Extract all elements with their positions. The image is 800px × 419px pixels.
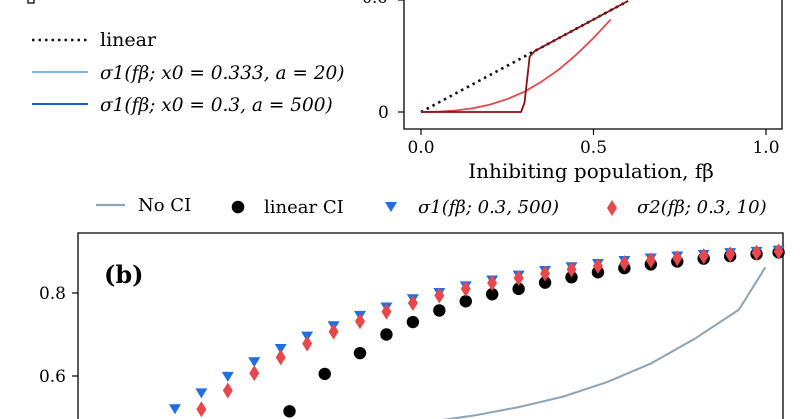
- point-linear-ci: [538, 276, 552, 289]
- panel-a-x-axis-label: Inhibiting population, fβ: [468, 159, 714, 183]
- point-sigma2: [645, 252, 656, 269]
- panel-b: (b) 0.6 0.8: [39, 232, 785, 419]
- legend-label-linear-ci: linear CI: [264, 197, 344, 218]
- point-sigma2: [222, 382, 233, 399]
- point-sigma2: [275, 349, 286, 366]
- point-linear-ci: [433, 304, 446, 317]
- panel-a: linear σ1(fβ; x0 = 0.333, a = 20) σ1(fβ;…: [27, 0, 783, 183]
- panel-a-x-ticks: 0.0 0.5 1.0: [407, 129, 780, 158]
- panel-a-legend: linear σ1(fβ; x0 = 0.333, a = 20) σ1(fβ;…: [32, 29, 345, 116]
- point-linear-ci: [512, 282, 525, 296]
- point-sigma2: [698, 248, 709, 265]
- legend-label-sigma1: σ1(fβ; 0.3, 500): [418, 197, 559, 218]
- point-linear-ci: [406, 315, 420, 329]
- point-sigma2: [249, 365, 260, 382]
- point-sigma2: [513, 270, 524, 287]
- point-linear-ci: [380, 328, 393, 341]
- panel-b-label: (b): [104, 260, 144, 289]
- panel-a-plot-area: [420, 0, 629, 114]
- legend-marker-sigma1: [385, 202, 397, 212]
- panel-a-ytick-label-0: 0: [378, 103, 389, 123]
- point-sigma2: [773, 243, 784, 260]
- point-linear-ci: [318, 367, 331, 381]
- panel-a-xtick-label: 0.0: [407, 138, 434, 158]
- point-sigma2: [592, 258, 603, 275]
- point-sigma2: [540, 265, 551, 282]
- panel-b-plot-area: [168, 243, 785, 419]
- residual-glyph: [27, 0, 35, 4]
- panel-a-ytick-top-partial: 0.6: [362, 0, 387, 7]
- panel-a-xtick-label: 1.0: [752, 138, 779, 158]
- point-sigma2: [196, 401, 207, 418]
- panel-a-line-sigma1_smooth: [420, 18, 612, 113]
- point-linear-ci: [485, 288, 499, 301]
- point-linear-ci: [283, 405, 296, 418]
- panel-b-legend: No CI linear CI σ1(fβ; 0.3, 500) σ2(fβ; …: [96, 195, 767, 218]
- point-sigma1: [168, 404, 181, 415]
- point-sigma2: [725, 246, 736, 263]
- point-sigma2: [381, 303, 392, 320]
- point-sigma1: [274, 344, 287, 355]
- panel-a-line-sigma1_sharp: [421, 0, 629, 113]
- point-sigma2: [328, 323, 339, 340]
- legend-label-no-ci: No CI: [138, 195, 191, 216]
- point-sigma2: [751, 244, 762, 261]
- point-linear-ci: [459, 295, 472, 308]
- panel-b-axes-frame: [77, 232, 784, 419]
- panel-b-line-no-ci: [442, 266, 767, 419]
- point-sigma2: [355, 313, 365, 330]
- legend-label-sigma1-sharp: σ1(fβ; x0 = 0.3, a = 500): [100, 95, 333, 116]
- point-sigma2: [487, 275, 498, 292]
- panel-a-xtick-label: 0.5: [580, 138, 607, 158]
- legend-label-sigma2: σ2(fβ; 0.3, 10): [637, 197, 767, 218]
- panel-b-ytick-label: 0.8: [39, 284, 66, 304]
- legend-marker-sigma2: [607, 200, 617, 216]
- point-sigma2: [434, 287, 445, 304]
- legend-label-linear: linear: [100, 29, 157, 51]
- point-linear-ci: [353, 346, 367, 360]
- panel-b-ytick-label: 0.6: [39, 367, 66, 387]
- point-sigma2: [302, 335, 313, 352]
- legend-marker-linear-ci: [231, 200, 245, 214]
- point-sigma2: [566, 261, 577, 278]
- legend-label-sigma1-smooth: σ1(fβ; x0 = 0.333, a = 20): [100, 63, 345, 84]
- point-sigma2: [407, 294, 418, 311]
- point-sigma1: [221, 371, 234, 382]
- panel-b-y-ticks: 0.6 0.8: [39, 284, 78, 387]
- point-sigma1: [248, 357, 261, 368]
- point-sigma2: [460, 280, 471, 297]
- point-sigma1: [195, 388, 208, 399]
- point-sigma2: [672, 250, 683, 267]
- point-sigma2: [619, 255, 630, 272]
